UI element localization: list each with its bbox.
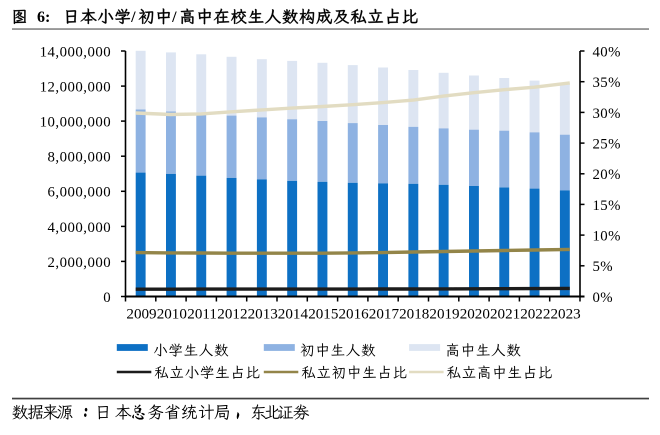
svg-text:2022: 2022 (520, 306, 550, 322)
svg-text:4,000,000: 4,000,000 (48, 220, 112, 236)
svg-text:2016: 2016 (339, 306, 370, 322)
svg-text:0%: 0% (593, 290, 614, 306)
svg-text:20%: 20% (593, 167, 621, 183)
svg-text:2017: 2017 (369, 306, 400, 322)
svg-text:2019: 2019 (429, 306, 459, 322)
svg-text:2011: 2011 (187, 306, 217, 322)
svg-text:2013: 2013 (248, 306, 278, 322)
svg-text:/: / (130, 9, 136, 26)
svg-text:2010: 2010 (157, 306, 187, 322)
svg-text:25%: 25% (593, 137, 621, 153)
svg-text:2012: 2012 (217, 306, 247, 322)
svg-text:30%: 30% (593, 106, 621, 122)
svg-text:15%: 15% (593, 198, 621, 214)
svg-text:2023: 2023 (551, 306, 581, 322)
svg-text:10%: 10% (593, 229, 621, 245)
svg-text:12,000,000: 12,000,000 (40, 80, 112, 96)
svg-text:2,000,000: 2,000,000 (48, 255, 112, 271)
svg-text:/: / (171, 9, 177, 26)
svg-text:5%: 5% (593, 259, 614, 275)
svg-text:2014: 2014 (278, 306, 309, 322)
svg-text:2009: 2009 (126, 306, 156, 322)
svg-text:8,000,000: 8,000,000 (48, 150, 112, 166)
svg-text:2020: 2020 (460, 306, 490, 322)
svg-text:6,000,000: 6,000,000 (48, 185, 112, 201)
svg-text:2021: 2021 (490, 306, 520, 322)
svg-text:6:: 6: (37, 9, 50, 26)
svg-text:40%: 40% (593, 44, 621, 60)
svg-text:14,000,000: 14,000,000 (40, 44, 112, 60)
svg-text:35%: 35% (593, 75, 621, 91)
svg-text:10,000,000: 10,000,000 (40, 115, 112, 131)
svg-text:2015: 2015 (308, 306, 338, 322)
svg-text:0: 0 (103, 290, 111, 306)
svg-text:2018: 2018 (399, 306, 429, 322)
